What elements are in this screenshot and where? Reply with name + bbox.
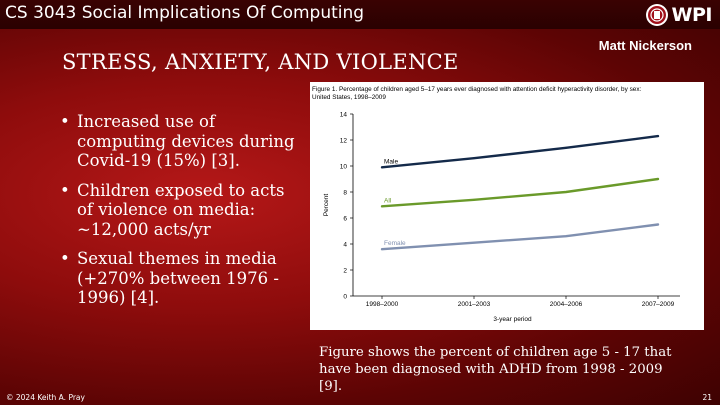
data-point bbox=[473, 157, 475, 160]
y-tick-label: 12 bbox=[340, 137, 348, 144]
y-tick-label: 8 bbox=[343, 189, 347, 196]
title-bar: CS 3043 Social Implications Of Computing… bbox=[0, 0, 720, 29]
data-point bbox=[657, 135, 659, 137]
bullet-item: • Increased use of computing devices duri… bbox=[60, 112, 305, 171]
data-point bbox=[565, 191, 567, 193]
y-tick-label: 10 bbox=[340, 163, 348, 170]
figure: Figure 1. Percentage of children aged 5–… bbox=[310, 82, 704, 330]
author-name: Matt Nickerson bbox=[598, 38, 692, 53]
data-point bbox=[473, 198, 475, 201]
wpi-logo: WPI bbox=[645, 2, 713, 27]
y-tick-label: 2 bbox=[343, 267, 347, 274]
data-point bbox=[381, 248, 383, 251]
figure-caption: Figure shows the percent of children age… bbox=[319, 345, 672, 394]
bullet-text: Sexual themes in media (+270% between 19… bbox=[77, 249, 279, 307]
bullet-item: • Sexual themes in media (+270% between 1… bbox=[60, 249, 305, 308]
seal-icon bbox=[645, 3, 668, 26]
logo-text: WPI bbox=[671, 3, 713, 26]
x-tick-label: 2001–2003 bbox=[458, 301, 491, 308]
x-tick-label: 2007–2009 bbox=[642, 301, 675, 308]
x-tick-label: 1998–2000 bbox=[366, 301, 399, 308]
data-point bbox=[657, 223, 659, 226]
y-tick-label: 14 bbox=[340, 111, 348, 118]
x-tick-label: 2004–2006 bbox=[550, 301, 583, 308]
bullet-dot: • bbox=[60, 249, 70, 268]
y-tick-label: 4 bbox=[343, 241, 347, 248]
slide-title: STRESS, ANXIETY, AND VIOLENCE bbox=[62, 50, 459, 74]
chart-title-line: United States, 1998–2009 bbox=[312, 94, 386, 101]
data-point bbox=[381, 205, 383, 208]
chart-title-line: Figure 1. Percentage of children aged 5–… bbox=[312, 86, 642, 93]
copyright: © 2024 Keith A. Pray bbox=[6, 393, 85, 402]
data-point bbox=[473, 241, 475, 244]
bullet-text: Children exposed to acts of violence on … bbox=[77, 180, 285, 239]
bullet-dot: • bbox=[60, 180, 70, 200]
course-title: CS 3043 Social Implications Of Computing bbox=[5, 3, 365, 23]
data-point bbox=[381, 166, 383, 169]
data-point bbox=[657, 178, 659, 180]
series-label-all: All bbox=[384, 197, 392, 204]
y-axis-label: Percent bbox=[323, 194, 330, 217]
page-number: 21 bbox=[702, 393, 712, 402]
data-point bbox=[565, 146, 567, 149]
x-axis-label: 3-year period bbox=[493, 316, 532, 323]
data-point bbox=[565, 235, 567, 238]
bullet-text: Increased use of computing devices durin… bbox=[77, 112, 295, 170]
series-label-female: Female bbox=[384, 240, 406, 247]
bullet-item: • Children exposed to acts of violence on… bbox=[60, 181, 305, 240]
series-line-female bbox=[380, 223, 660, 251]
series-line-male bbox=[380, 134, 660, 169]
series-label-male: Male bbox=[384, 158, 398, 165]
bullet-dot: • bbox=[60, 112, 70, 131]
y-tick-label: 0 bbox=[343, 293, 347, 300]
y-tick-label: 6 bbox=[343, 215, 347, 222]
bullet-list: • Increased use of computing devices duri… bbox=[60, 112, 305, 318]
adhd-line-chart: Figure 1. Percentage of children aged 5–… bbox=[312, 86, 680, 323]
series-line-all bbox=[380, 177, 660, 208]
